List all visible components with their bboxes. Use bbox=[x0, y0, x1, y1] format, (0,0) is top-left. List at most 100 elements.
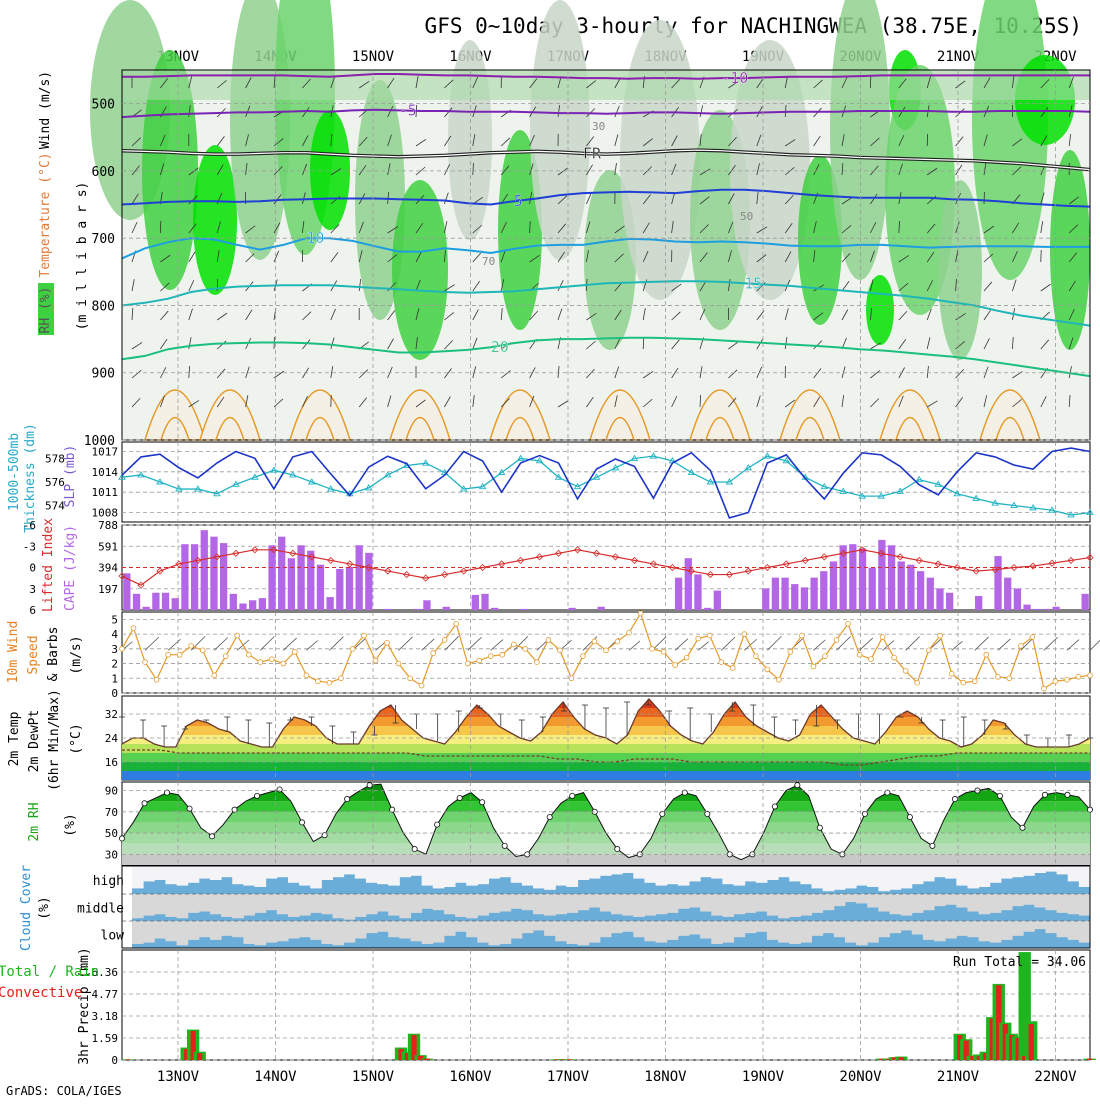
cloud-low-cell-74 bbox=[956, 921, 968, 936]
cloud-middle-cell-32 bbox=[488, 894, 500, 913]
cloud-middle-cell-5 bbox=[188, 894, 200, 913]
cloud-high-cell-56 bbox=[756, 866, 768, 883]
wind-speed-point-2 bbox=[143, 660, 148, 665]
cloud-high-cell-13 bbox=[277, 866, 289, 877]
cloud-low-cell-15 bbox=[299, 921, 311, 937]
precip-convective-bar-139 bbox=[1029, 1024, 1034, 1060]
cloud-middle-cell-24 bbox=[399, 894, 411, 918]
cloud-high-cell-37 bbox=[544, 866, 556, 890]
cape-bar-19 bbox=[307, 551, 314, 610]
cloud-high-cell-8 bbox=[221, 866, 233, 877]
cloud-middle-cell-71 bbox=[923, 894, 935, 910]
cape-bar-36 bbox=[472, 595, 479, 610]
wind-speed-point-26 bbox=[419, 683, 424, 688]
rh-point-32 bbox=[480, 800, 485, 805]
cloud-high-cell-85 bbox=[1079, 866, 1091, 887]
cloud-low-cell-6 bbox=[199, 921, 211, 937]
cape-bar-23 bbox=[346, 567, 353, 610]
cloud-middle-cell-50 bbox=[689, 894, 701, 908]
cape-bar-30 bbox=[414, 609, 421, 610]
precip-legend-convective: Convective bbox=[0, 985, 82, 1001]
date-label-bottom-8: 21NOV bbox=[937, 1069, 980, 1085]
rh-tick-3: 90 bbox=[105, 785, 118, 798]
cape-bar-3 bbox=[152, 593, 159, 610]
wind-speed-point-69 bbox=[915, 680, 920, 685]
slp-tick-3: 1017 bbox=[92, 445, 119, 458]
wind-speed-point-8 bbox=[212, 673, 217, 678]
rh-band-1 bbox=[122, 844, 1090, 855]
cape-bar-33 bbox=[443, 607, 450, 610]
temp-ylabel-4: (°C) bbox=[69, 723, 84, 754]
wind-speed-point-48 bbox=[673, 663, 678, 668]
date-label-bottom-9: 22NOV bbox=[1034, 1069, 1077, 1085]
cloud-high-cell-15 bbox=[299, 866, 311, 886]
cloud-high-cell-30 bbox=[466, 866, 478, 886]
rh-point-14 bbox=[277, 787, 282, 792]
cloud-low-cell-84 bbox=[1068, 921, 1080, 940]
temp-contour-label-0: -10 bbox=[721, 69, 748, 87]
cloud-high-cell-35 bbox=[522, 866, 534, 886]
cape-bar-27 bbox=[385, 609, 392, 610]
rh-region-19 bbox=[938, 180, 982, 360]
cape-bar-90 bbox=[994, 556, 1001, 610]
cloud-high-cell-18 bbox=[333, 866, 345, 877]
rh-tick-2: 70 bbox=[105, 806, 118, 819]
cloud-middle-cell-12 bbox=[266, 894, 278, 910]
cape-bar-10 bbox=[220, 543, 227, 610]
wind-speed-point-27 bbox=[431, 651, 436, 656]
cape-bar-49 bbox=[598, 607, 605, 610]
cloud-middle-cell-6 bbox=[199, 894, 211, 912]
cloud-low-cell-27 bbox=[433, 921, 445, 943]
wind-speed-point-47 bbox=[661, 649, 666, 654]
cloud-low-cell-70 bbox=[912, 921, 924, 935]
cloud-middle-cell-80 bbox=[1023, 894, 1035, 905]
li-tick-3: 3 bbox=[29, 583, 36, 596]
wind-speed-point-9 bbox=[223, 654, 228, 659]
temp-contour-label-2: FR bbox=[583, 144, 602, 162]
wind-speed-point-23 bbox=[385, 641, 390, 646]
wind-tick-4: 4 bbox=[111, 628, 118, 641]
cloud-high-cell-33 bbox=[500, 866, 512, 877]
cloud-middle-cell-7 bbox=[210, 894, 222, 914]
cape-bar-68 bbox=[781, 578, 788, 610]
cloud-low-cell-50 bbox=[689, 921, 701, 935]
cloud-middle-cell-46 bbox=[644, 894, 656, 916]
wind-speed-point-59 bbox=[800, 633, 805, 638]
cape-bar-85 bbox=[946, 593, 953, 610]
rh-region-2 bbox=[193, 145, 237, 295]
wind-ylabel-4: (m/s) bbox=[69, 635, 84, 674]
wind-speed-point-11 bbox=[246, 652, 251, 657]
wind-speed-point-10 bbox=[235, 633, 240, 638]
temp-band-3 bbox=[122, 744, 1090, 753]
temp-band-0 bbox=[122, 771, 1090, 780]
thickness-ylabel-1: 1000-500mb bbox=[7, 433, 22, 511]
cloud-high-cell-48 bbox=[667, 866, 679, 884]
cloud-low-cell-45 bbox=[633, 921, 645, 937]
cloud-middle-cell-42 bbox=[600, 894, 612, 912]
wind-speed-point-31 bbox=[477, 658, 482, 663]
wind-speed-point-36 bbox=[534, 660, 539, 665]
cloud-high-cell-19 bbox=[344, 866, 356, 874]
precip-convective-bar-46 bbox=[424, 1059, 429, 1060]
cloud-low-cell-11 bbox=[255, 921, 267, 945]
cloud-low-cell-25 bbox=[410, 921, 422, 941]
wind-speed-point-49 bbox=[684, 655, 689, 660]
cape-bar-91 bbox=[1004, 578, 1011, 610]
wind-speed-point-7 bbox=[200, 648, 205, 653]
rh-contour-label-2: 70 bbox=[482, 255, 495, 268]
cloud-low-cell-49 bbox=[678, 921, 690, 936]
cloud-low-cell-55 bbox=[745, 921, 757, 933]
cloud-lane-label-2: low bbox=[101, 929, 125, 944]
cloud-high-cell-5 bbox=[188, 866, 200, 883]
cloud-low-cell-13 bbox=[277, 921, 289, 941]
slp-line bbox=[122, 448, 1090, 518]
wind-speed-point-70 bbox=[926, 648, 931, 653]
rh-point-58 bbox=[772, 804, 777, 809]
cloud-low-cell-68 bbox=[889, 921, 901, 933]
cape-bar-94 bbox=[1033, 609, 1040, 610]
temp-ylabel-3: (6hr Min/Max) bbox=[47, 689, 62, 791]
slp-ylabel: SLP (mb) bbox=[63, 445, 78, 508]
cloud-middle-cell-45 bbox=[633, 894, 645, 917]
wind-speed-point-55 bbox=[753, 654, 758, 659]
surface-wind-barb-84 bbox=[1090, 636, 1100, 650]
